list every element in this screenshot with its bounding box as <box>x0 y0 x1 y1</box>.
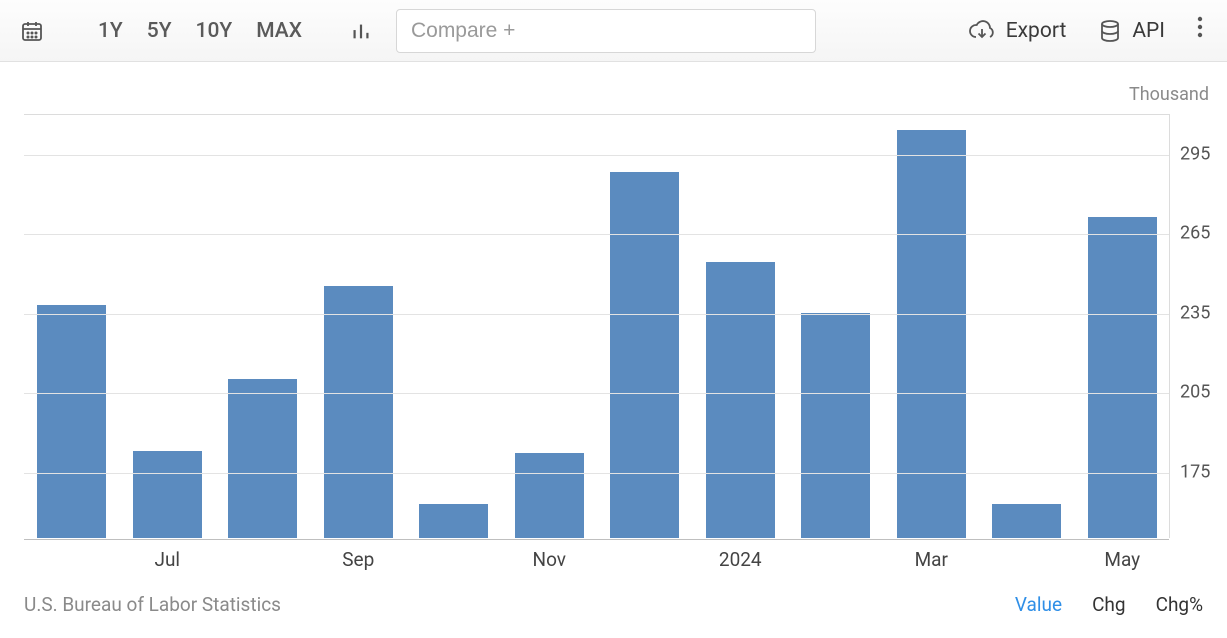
chart-area: Thousand 175 205 235 265 295 Jul Sep Nov 2024 Ma… <box>0 62 1227 582</box>
y-tick-label: 295 <box>1180 143 1210 164</box>
range-5y[interactable]: 5Y <box>135 11 184 51</box>
bar[interactable] <box>897 130 966 538</box>
gridline <box>24 473 1169 474</box>
gridline <box>24 234 1169 235</box>
source-label: U.S. Bureau of Labor Statistics <box>24 593 281 616</box>
plot <box>24 114 1170 538</box>
chart-type-button[interactable] <box>340 11 382 51</box>
range-max[interactable]: MAX <box>244 11 314 51</box>
bar[interactable] <box>801 313 870 538</box>
gridline <box>24 393 1169 394</box>
calendar-icon <box>20 19 44 43</box>
bars-layer <box>24 115 1169 538</box>
tab-chg[interactable]: Chg <box>1092 593 1126 616</box>
gridline <box>24 314 1169 315</box>
y-tick-label: 265 <box>1180 223 1210 244</box>
cloud-download-icon <box>968 19 996 43</box>
x-tick-label: May <box>1104 548 1140 571</box>
footer-tabs: Value Chg Chg% <box>1015 593 1203 616</box>
y-tick-label: 235 <box>1180 302 1210 323</box>
bar[interactable] <box>324 286 393 538</box>
gridline <box>24 155 1169 156</box>
bar[interactable] <box>419 504 488 538</box>
bar[interactable] <box>37 305 106 538</box>
x-tick-label: Sep <box>342 548 374 571</box>
bar[interactable] <box>1088 217 1157 538</box>
range-1y[interactable]: 1Y <box>86 11 135 51</box>
y-tick-label: 205 <box>1180 382 1210 403</box>
tab-chg-pct[interactable]: Chg% <box>1156 593 1203 616</box>
x-tick-label: Jul <box>154 548 180 571</box>
range-group: 1Y 5Y 10Y MAX <box>86 11 314 51</box>
footer: U.S. Bureau of Labor Statistics Value Ch… <box>0 582 1227 626</box>
baseline <box>24 539 1169 540</box>
bar-chart-icon <box>350 20 372 42</box>
bar[interactable] <box>228 379 297 538</box>
kebab-icon <box>1197 15 1203 39</box>
x-tick-label: 2024 <box>719 548 762 571</box>
bar[interactable] <box>515 453 584 538</box>
tab-value[interactable]: Value <box>1015 593 1062 616</box>
bar[interactable] <box>610 172 679 538</box>
bar[interactable] <box>992 504 1061 538</box>
range-10y[interactable]: 10Y <box>184 11 245 51</box>
toolbar: 1Y 5Y 10Y MAX Export API <box>0 0 1227 62</box>
more-menu-button[interactable] <box>1183 15 1217 46</box>
y-tick-label: 175 <box>1180 461 1210 482</box>
x-tick-label: Mar <box>915 548 948 571</box>
api-button[interactable]: API <box>1084 9 1179 53</box>
export-label: Export <box>1006 19 1067 43</box>
export-button[interactable]: Export <box>954 9 1081 53</box>
database-icon <box>1098 19 1122 43</box>
calendar-button[interactable] <box>10 11 54 51</box>
api-label: API <box>1132 19 1165 43</box>
unit-label: Thousand <box>1129 84 1209 105</box>
x-tick-label: Nov <box>533 548 566 571</box>
bar[interactable] <box>706 262 775 538</box>
bar[interactable] <box>133 451 202 538</box>
compare-input[interactable] <box>396 9 816 53</box>
